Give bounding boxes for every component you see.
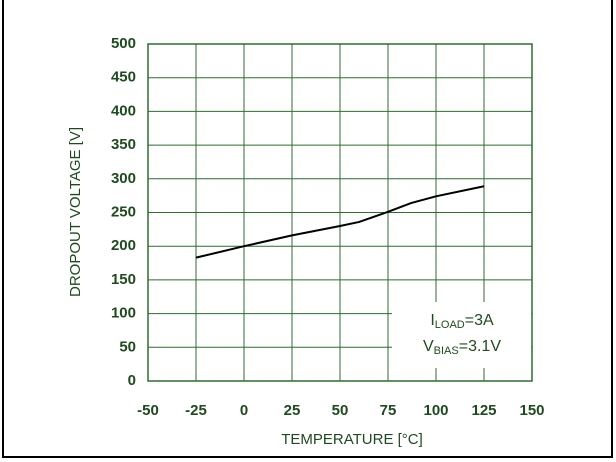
annotation: ILOAD=3A	[430, 312, 494, 331]
annotation-rest: =3.1V	[459, 338, 502, 355]
x-tick-label: 125	[471, 402, 496, 419]
y-tick-label: 450	[111, 69, 136, 86]
data-line	[195, 185, 485, 259]
annotation-box	[392, 302, 531, 368]
annotation-sub: LOAD	[435, 319, 465, 331]
y-tick-label: 100	[111, 305, 136, 322]
y-tick-label: 250	[111, 203, 136, 220]
y-tick-label: 0	[128, 372, 136, 389]
x-tick-label: 50	[332, 402, 349, 419]
y-tick-label: 50	[119, 338, 136, 355]
x-tick-label: -25	[185, 402, 207, 419]
y-tick-label: 350	[111, 136, 136, 153]
y-tick-label: 150	[111, 271, 136, 288]
y-tick-label: 400	[111, 102, 136, 119]
annotation: VBIAS=3.1V	[423, 338, 501, 357]
x-tick-label: -50	[137, 402, 159, 419]
y-tick-label: 200	[111, 237, 136, 254]
x-tick-label: 100	[423, 402, 448, 419]
x-tick-label: 25	[284, 402, 301, 419]
x-axis-label: TEMPERATURE [°C]	[281, 431, 423, 448]
y-axis-label: DROPOUT VOLTAGE [V]	[67, 127, 84, 297]
x-tick-label: 0	[240, 402, 248, 419]
x-tick-label: 150	[519, 402, 544, 419]
annotation-main: I	[430, 312, 434, 329]
x-tick-label: 75	[380, 402, 397, 419]
y-tick-label: 500	[111, 35, 136, 52]
annotation-main: V	[423, 338, 434, 355]
annotation-sub: BIAS	[434, 345, 459, 357]
y-tick-label: 300	[111, 170, 136, 187]
annotation-rest: =3A	[465, 312, 494, 329]
plot-border	[147, 43, 533, 382]
